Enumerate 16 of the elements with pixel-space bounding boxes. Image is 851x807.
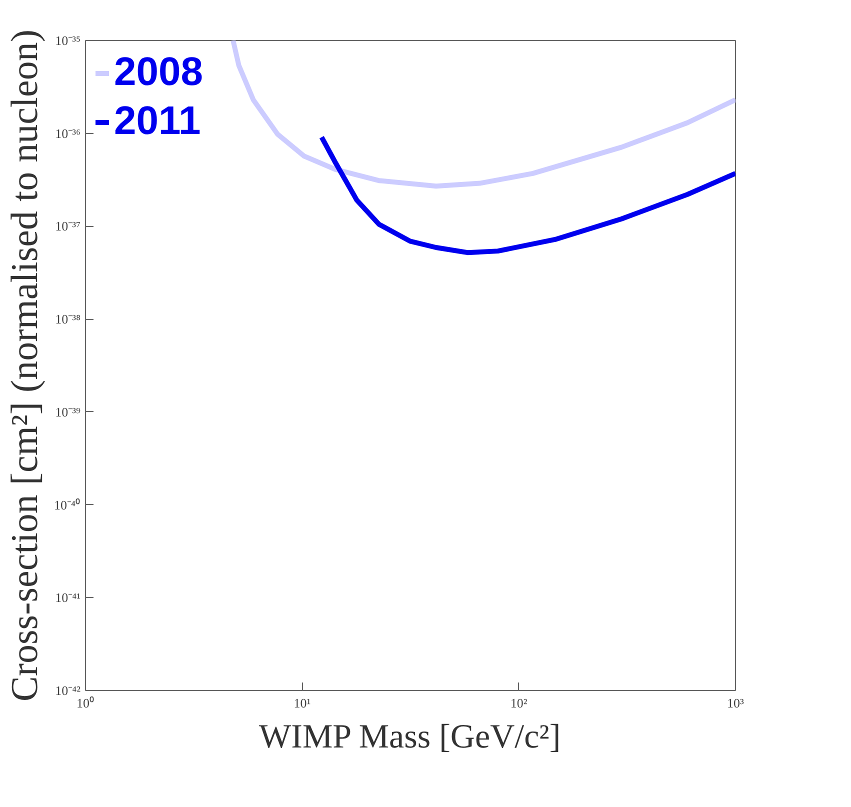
y-tick-label: 10⁻³⁸	[55, 312, 81, 327]
legend-label: 2008	[114, 50, 203, 95]
y-tick-label: 10⁻⁴⁰	[54, 497, 81, 512]
y-tick-label: 10⁻³⁹	[55, 404, 81, 420]
x-axis-title: WIMP Mass [GeV/c²]	[259, 718, 561, 756]
y-tick-label: 10⁻³⁵	[55, 33, 81, 48]
y-tick-label: 10⁻⁴²	[55, 683, 81, 698]
y-tick-label: 10⁻³⁷	[55, 218, 81, 234]
y-axis-title: Cross-section [cm²] (normalised to nucleon)	[4, 30, 46, 702]
y-tick-label: 10⁻⁴¹	[55, 590, 81, 606]
x-tick-label: 10³	[727, 696, 744, 710]
x-tick-label: 10²	[510, 696, 528, 710]
x-tick-label: 10¹	[294, 696, 311, 710]
y-tick-label: 10⁻³⁶	[55, 126, 81, 141]
x-tick-label: 10⁰	[76, 696, 94, 710]
legend-label: 2011	[114, 99, 201, 144]
